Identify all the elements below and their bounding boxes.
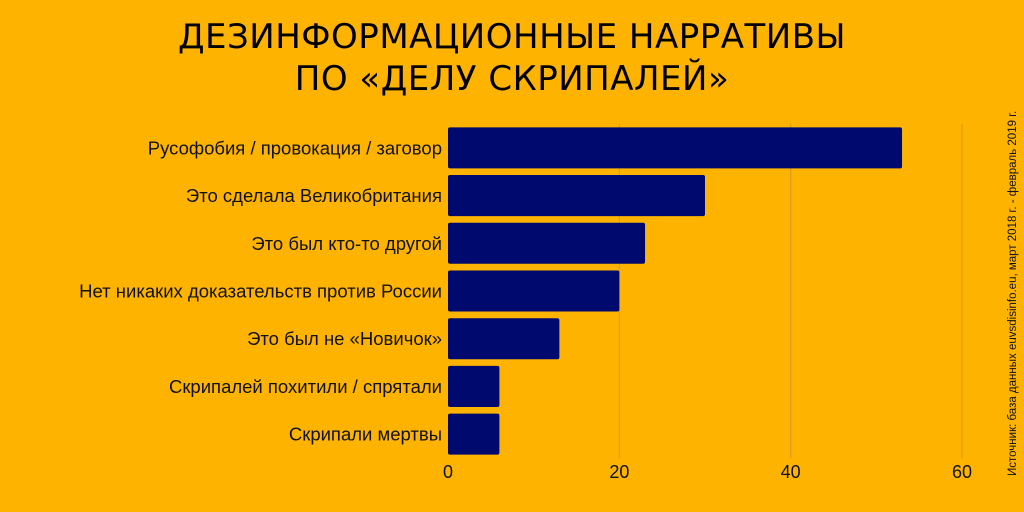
x-tick-label-0: 0: [443, 462, 453, 482]
bar-4: [448, 270, 620, 312]
bar-2: [448, 175, 705, 217]
category-label-3: Это был кто-то другой: [251, 233, 442, 254]
x-axis-ticks: 0 20 40 60: [443, 462, 972, 482]
bar-1: [448, 127, 903, 169]
category-label-7: Скрипали мертвы: [289, 424, 442, 445]
category-labels: Русофобия / провокация / заговор Это сдел…: [79, 137, 442, 444]
x-tick-label-60: 60: [952, 462, 972, 482]
category-label-1: Русофобия / провокация / заговор: [148, 137, 442, 158]
bars: [448, 127, 903, 455]
bar-6: [448, 365, 500, 407]
category-label-6: Скрипалей похитили / спрятали: [169, 376, 442, 397]
category-label-5: Это был не «Новичок»: [247, 328, 442, 349]
chart-title: ДЕЗИНФОРМАЦИОННЫЕ НАРРАТИВЫ ПО «ДЕЛУ СКР…: [0, 16, 1024, 100]
chart-title-line-1: ДЕЗИНФОРМАЦИОННЫЕ НАРРАТИВЫ: [177, 17, 847, 57]
gridlines: [618, 124, 963, 458]
chart-title-line-2: ПО «ДЕЛУ СКРИПАЛЕЙ»: [294, 59, 730, 99]
bar-7: [448, 413, 500, 455]
bar-3: [448, 222, 646, 264]
bar-5: [448, 318, 560, 360]
source-note: Источник: база данных euvsdisinfo.eu, ма…: [1007, 110, 1019, 476]
category-label-2: Это сделала Великобритания: [186, 185, 442, 206]
category-label-4: Нет никаких доказательств против России: [79, 281, 442, 302]
x-tick-label-40: 40: [781, 462, 801, 482]
x-tick-label-20: 20: [609, 462, 629, 482]
